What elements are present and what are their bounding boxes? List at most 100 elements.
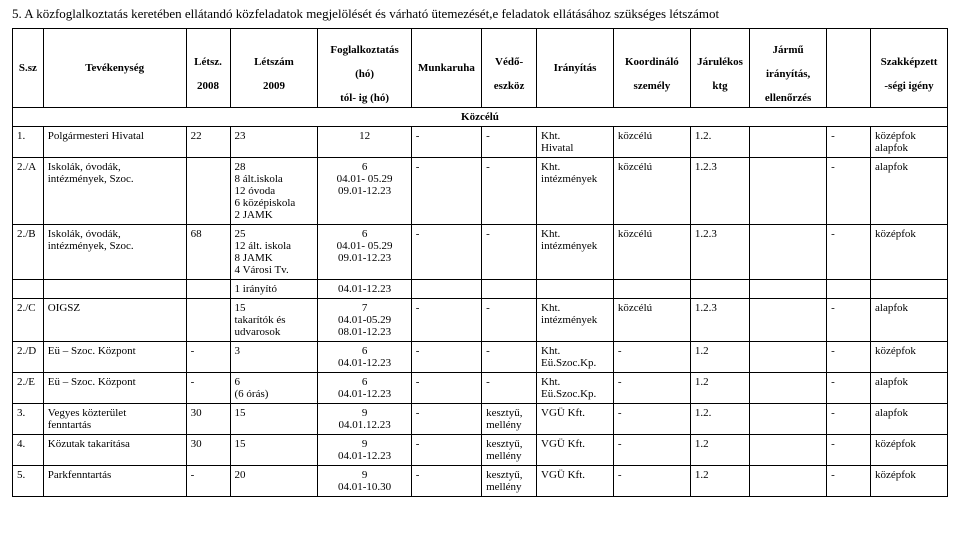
cell-ssz: 2./A	[13, 158, 44, 225]
cell-jk: 1.2.3	[690, 299, 749, 342]
cell-ve: -	[482, 373, 537, 404]
cell-tev: Vegyes közterület fenntartás	[43, 404, 186, 435]
col-ssz: S.sz	[13, 29, 44, 108]
cell-l09: 15	[230, 435, 318, 466]
cell-ir: Kht. Eü.Szoc.Kp.	[537, 342, 614, 373]
cell-jk: 1.2.3	[690, 225, 749, 280]
col-koord: Koordináló személy	[613, 29, 690, 108]
h10l2: ktg	[712, 80, 727, 92]
cell-sp: -	[827, 435, 871, 466]
table-row: 4.Közutak takarítása30159 04.01-12.23-ke…	[13, 435, 948, 466]
cell-jm	[750, 342, 827, 373]
cell-jk: 1.2.	[690, 404, 749, 435]
cell-ko: -	[613, 466, 690, 497]
cell-mr: -	[411, 342, 481, 373]
h13l2: -ségi igény	[884, 80, 933, 92]
col-vedo: Védő- eszköz	[482, 29, 537, 108]
cell-ssz: 3.	[13, 404, 44, 435]
h7l1: Védő-	[495, 56, 523, 68]
cell-ko: -	[613, 373, 690, 404]
cell-ssz: 2./E	[13, 373, 44, 404]
col-tev: Tevékenység	[43, 29, 186, 108]
cell-ir: VGÜ Kft.	[537, 466, 614, 497]
cell-ssz: 1.	[13, 127, 44, 158]
cell-ir: Kht. Eü.Szoc.Kp.	[537, 373, 614, 404]
cell-fog: 6 04.01-12.23	[318, 373, 411, 404]
cell-ir: VGÜ Kft.	[537, 404, 614, 435]
cell-ssz	[13, 280, 44, 299]
col-jarmu: Jármű irányítás, ellenőrzés	[750, 29, 827, 108]
table-row: 3.Vegyes közterület fenntartás30159 04.0…	[13, 404, 948, 435]
col-letszam: Létszám 2009	[230, 29, 318, 108]
section-label: Közcélú	[13, 108, 948, 127]
cell-tev: Iskolák, óvodák, intézmények, Szoc.	[43, 158, 186, 225]
cell-sp: -	[827, 404, 871, 435]
cell-sp: -	[827, 299, 871, 342]
cell-ir	[537, 280, 614, 299]
table-row: 2./DEü – Szoc. Központ-36 04.01-12.23--K…	[13, 342, 948, 373]
col-munkaruha: Munkaruha	[411, 29, 481, 108]
cell-ir: Kht. Hivatal	[537, 127, 614, 158]
cell-sp: -	[827, 373, 871, 404]
cell-ko: közcélú	[613, 299, 690, 342]
cell-jm	[750, 158, 827, 225]
cell-ig: középfok	[871, 225, 948, 280]
cell-ig: középfok	[871, 435, 948, 466]
cell-fog: 6 04.01-12.23	[318, 342, 411, 373]
cell-l09: 3	[230, 342, 318, 373]
col-letsz: Létsz. 2008	[186, 29, 230, 108]
h3l1: Létsz.	[194, 56, 222, 68]
h9l1: Koordináló	[625, 56, 679, 68]
cell-ve: -	[482, 342, 537, 373]
col-szakkep: Szakképzett -ségi igény	[871, 29, 948, 108]
cell-ko: közcélú	[613, 225, 690, 280]
cell-jk: 1.2	[690, 342, 749, 373]
table-row: 1 irányító04.01-12.23	[13, 280, 948, 299]
cell-mr: -	[411, 373, 481, 404]
h11l2: irányítás,	[766, 68, 810, 80]
h5l2: (hó)	[355, 68, 374, 80]
cell-ir: Kht. intézmények	[537, 225, 614, 280]
table-row: 2./AIskolák, óvodák, intézmények, Szoc.2…	[13, 158, 948, 225]
cell-sp: -	[827, 225, 871, 280]
cell-jk: 1.2.	[690, 127, 749, 158]
table-row: 1.Polgármesteri Hivatal222312--Kht. Hiva…	[13, 127, 948, 158]
cell-l09: 15 takarítók és udvarosok	[230, 299, 318, 342]
cell-fog: 9 04.01.12.23	[318, 404, 411, 435]
cell-tev: Eü – Szoc. Központ	[43, 342, 186, 373]
h4l1: Létszám	[254, 56, 294, 68]
cell-l08: -	[186, 373, 230, 404]
cell-fog: 6 04.01- 05.29 09.01-12.23	[318, 225, 411, 280]
cell-l09: 20	[230, 466, 318, 497]
cell-mr: -	[411, 404, 481, 435]
cell-ve: -	[482, 299, 537, 342]
cell-l08: 30	[186, 404, 230, 435]
cell-fog: 04.01-12.23	[318, 280, 411, 299]
cell-ig: középfok alapfok	[871, 127, 948, 158]
cell-ve	[482, 280, 537, 299]
cell-ir: Kht. intézmények	[537, 158, 614, 225]
table-row: 5.Parkfenntartás-209 04.01-10.30-kesztyű…	[13, 466, 948, 497]
cell-ssz: 2./D	[13, 342, 44, 373]
cell-ig: középfok	[871, 466, 948, 497]
cell-jm	[750, 280, 827, 299]
section-row: Közcélú	[13, 108, 948, 127]
cell-ssz: 2./B	[13, 225, 44, 280]
cell-ko	[613, 280, 690, 299]
cell-l08: -	[186, 466, 230, 497]
h10l1: Járulékos	[697, 56, 743, 68]
cell-l08: 22	[186, 127, 230, 158]
cell-sp: -	[827, 127, 871, 158]
cell-ig: középfok	[871, 342, 948, 373]
cell-ve: kesztyű, mellény	[482, 435, 537, 466]
cell-tev: Parkfenntartás	[43, 466, 186, 497]
cell-tev: Iskolák, óvodák, intézmények, Szoc.	[43, 225, 186, 280]
cell-l08: 68	[186, 225, 230, 280]
cell-ir: VGÜ Kft.	[537, 435, 614, 466]
cell-l08: -	[186, 342, 230, 373]
table-row: 2./COIGSZ15 takarítók és udvarosok7 04.0…	[13, 299, 948, 342]
cell-mr: -	[411, 466, 481, 497]
table-body: Közcélú 1.Polgármesteri Hivatal222312--K…	[13, 108, 948, 497]
data-table: S.sz Tevékenység Létsz. 2008 Létszám 200…	[12, 28, 948, 497]
cell-jm	[750, 225, 827, 280]
